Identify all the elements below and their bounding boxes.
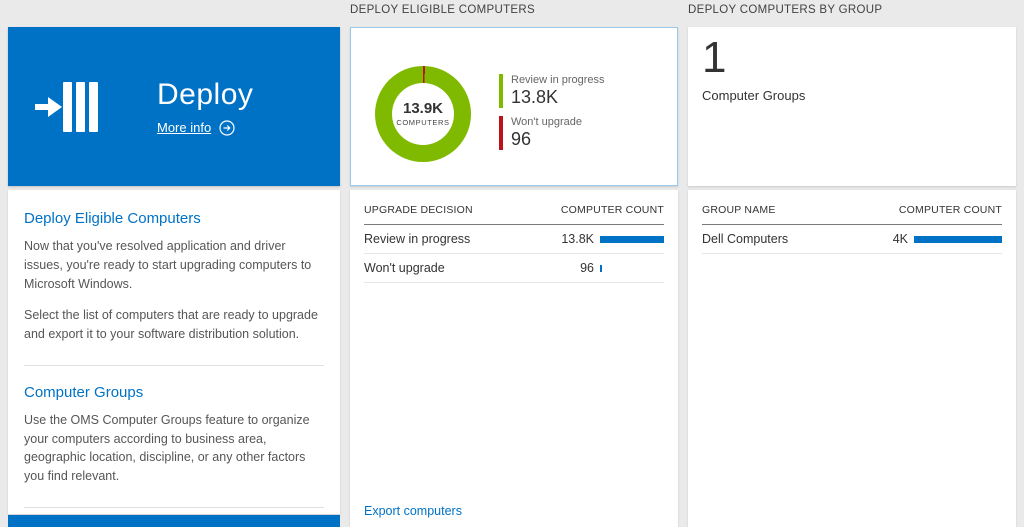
legend-swatch-red [499, 115, 503, 150]
table-row[interactable]: Won't upgrade 96 [364, 254, 664, 283]
column-header-computer-count: COMPUTER COUNT [898, 204, 1002, 216]
count-bar [600, 235, 664, 243]
section-paragraph: Now that you've resolved application and… [24, 239, 312, 291]
row-label: Dell Computers [702, 232, 789, 246]
section-deploy-eligible-computers: Deploy Eligible Computers Now that you'v… [24, 192, 324, 366]
row-value: 13.8K [561, 232, 594, 246]
table-row[interactable]: Review in progress 13.8K [364, 225, 664, 254]
groups-panel-header: DEPLOY COMPUTERS BY GROUP [688, 4, 883, 16]
donut-total-label: COMPUTERS [396, 118, 450, 127]
legend-label: Review in progress [511, 73, 605, 86]
export-computers-link[interactable]: Export computers [364, 504, 462, 518]
section-computer-groups: Computer Groups Use the OMS Computer Gro… [24, 366, 324, 508]
deploy-tile[interactable]: Deploy More info [8, 27, 340, 186]
deploy-icon [35, 80, 99, 134]
donut-legend: Review in progress 13.8K Won't upgrade 9… [499, 73, 605, 150]
row-value: 4K [892, 232, 908, 246]
row-label: Won't upgrade [364, 261, 445, 275]
legend-value: 96 [511, 128, 532, 149]
section-heading: Deploy Eligible Computers [24, 210, 201, 227]
column-header-computer-count: COMPUTER COUNT [560, 204, 664, 216]
bottom-accent-strip [8, 515, 340, 527]
count-bar-track [914, 235, 1002, 243]
group-count-label: Computer Groups [702, 87, 806, 103]
description-card: Deploy Eligible Computers Now that you'v… [8, 190, 340, 514]
legend-item-wont-upgrade: Won't upgrade 96 [499, 115, 605, 150]
count-bar-track [600, 235, 664, 243]
computer-groups-count-tile[interactable]: 1 Computer Groups [688, 27, 1016, 186]
group-name-table: GROUP NAME COMPUTER COUNT Dell Computers… [688, 190, 1016, 527]
tile-title: Deploy [157, 77, 254, 111]
section-heading: Computer Groups [24, 383, 144, 401]
donut-chart: 13.9K COMPUTERS [375, 65, 471, 162]
table-header-row: UPGRADE DECISION COMPUTER COUNT [364, 196, 664, 225]
legend-value: 13.8K [511, 86, 559, 107]
column-header-group-name: GROUP NAME [702, 204, 776, 216]
deploy-computers-by-group-panel: DEPLOY COMPUTERS BY GROUP 1 Computer Gro… [688, 0, 1016, 527]
count-bar-track [600, 264, 664, 272]
count-bar [600, 264, 602, 272]
section-paragraph: Use the OMS Computer Groups feature to o… [24, 412, 310, 483]
legend-item-review-in-progress: Review in progress 13.8K [499, 73, 605, 108]
circle-arrow-icon[interactable] [219, 119, 235, 136]
more-info-link[interactable]: More info [157, 120, 212, 135]
row-value: 96 [580, 261, 594, 275]
eligible-donut-tile[interactable]: 13.9K COMPUTERS Review in progress 13.8K… [350, 27, 678, 186]
table-row[interactable]: Dell Computers 4K [702, 225, 1002, 254]
donut-total-value: 13.9K [402, 100, 444, 117]
row-label: Review in progress [364, 232, 471, 246]
upgrade-decision-table: UPGRADE DECISION COMPUTER COUNT Review i… [350, 190, 678, 527]
table-header-row: GROUP NAME COMPUTER COUNT [702, 196, 1002, 225]
deploy-eligible-computers-panel: DEPLOY ELIGIBLE COMPUTERS 13.9K COMPUTER… [350, 0, 678, 527]
group-count-value: 1 [702, 33, 727, 82]
column-header-upgrade-decision: UPGRADE DECISION [364, 204, 473, 216]
deploy-panel: Deploy More info Deploy Eligible Compute… [8, 0, 340, 527]
legend-label: Won't upgrade [511, 115, 583, 128]
eligible-panel-header: DEPLOY ELIGIBLE COMPUTERS [350, 4, 535, 16]
count-bar [914, 235, 1002, 243]
section-paragraph: Select the list of computers that are re… [24, 308, 318, 341]
legend-swatch-green [499, 73, 503, 108]
donut-center: 13.9K COMPUTERS [392, 82, 454, 145]
